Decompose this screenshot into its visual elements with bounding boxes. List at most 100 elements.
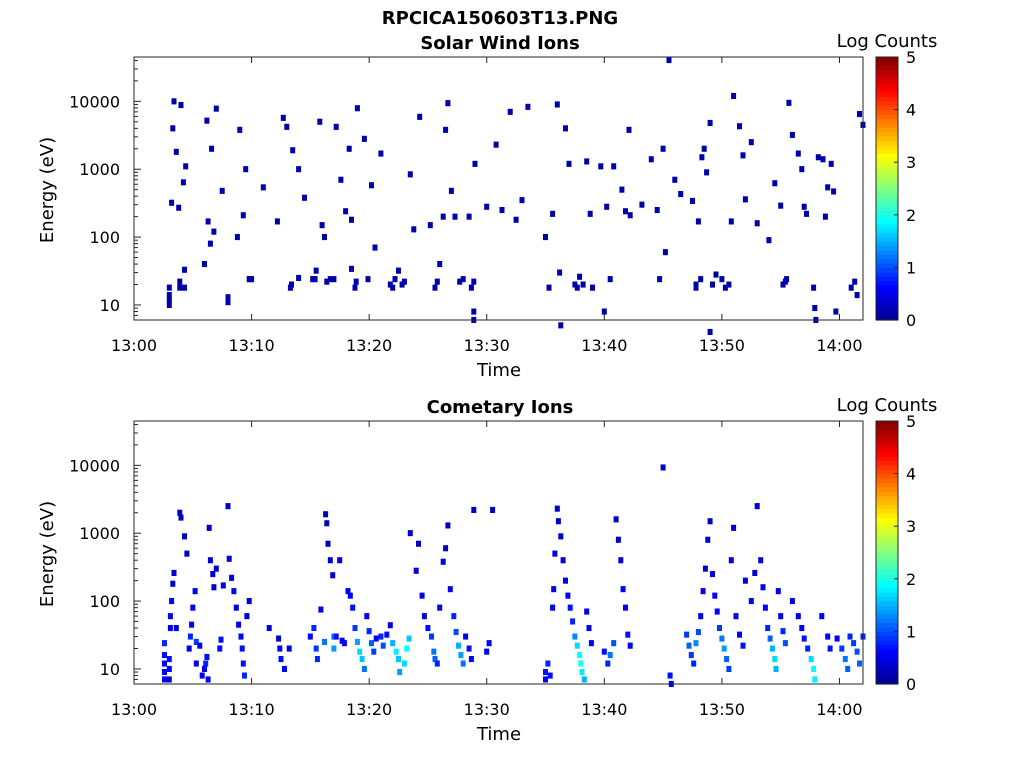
- heatmap-cell: [260, 184, 266, 191]
- heatmap-cell: [710, 571, 715, 578]
- heatmap-cell: [378, 633, 384, 640]
- heatmap-cell: [648, 156, 654, 163]
- colorbar-segment: [876, 473, 898, 479]
- colorbar-segment: [876, 135, 898, 141]
- heatmap-cell: [434, 278, 440, 285]
- x-tick-label: 13:20: [346, 336, 392, 355]
- colorbar-frame: [875, 56, 899, 321]
- heatmap-cell: [789, 598, 795, 605]
- heatmap-cell: [231, 588, 237, 595]
- heatmap-cell: [848, 284, 854, 291]
- heatmap-cell: [619, 186, 625, 193]
- heatmap-cell: [625, 631, 631, 638]
- heatmap-cell: [784, 276, 790, 283]
- heatmap-cell: [762, 604, 768, 611]
- panel-title-cometary: Cometary Ions: [427, 397, 574, 418]
- colorbar-segment: [876, 613, 898, 619]
- heatmap-cell: [563, 577, 568, 584]
- heatmap-cell: [693, 284, 699, 291]
- heatmap-cell: [705, 536, 711, 543]
- heatmap-cell: [567, 604, 573, 611]
- heatmap-cell: [425, 625, 431, 632]
- heatmap-cell: [274, 218, 280, 225]
- x-tick-label: 13:20: [346, 700, 392, 719]
- colorbar-segment: [876, 105, 898, 111]
- colorbar-segment: [876, 192, 898, 198]
- heatmap-cell: [452, 213, 458, 220]
- heatmap-cell: [187, 633, 193, 640]
- heatmap-cell: [486, 640, 492, 647]
- heatmap-cell: [825, 184, 831, 191]
- heatmap-cell: [581, 676, 587, 683]
- heatmap-cell: [333, 123, 339, 130]
- colorbar-segment: [876, 206, 898, 212]
- colorbar-segment: [876, 232, 898, 238]
- heatmap-cell: [387, 622, 393, 629]
- colorbar-segment: [876, 618, 898, 624]
- colorbar-segment: [876, 227, 898, 233]
- heatmap-cell: [432, 656, 438, 663]
- heatmap-cell: [406, 635, 412, 642]
- heatmap-cell: [443, 126, 449, 133]
- heatmap-cell: [468, 656, 474, 663]
- colorbar-segment: [876, 241, 898, 247]
- heatmap-cell: [404, 645, 410, 652]
- heatmap-cell: [431, 648, 437, 655]
- colorbar-segment: [876, 166, 898, 172]
- heatmap-cell: [421, 613, 427, 620]
- colorbar-tick-label: 0: [906, 675, 916, 694]
- colorbar-segment: [876, 627, 898, 632]
- heatmap-cell: [225, 294, 231, 301]
- heatmap-cell: [330, 572, 336, 579]
- colorbar-segment: [876, 210, 898, 216]
- heatmap-cell: [805, 645, 811, 652]
- colorbar-segment: [876, 574, 898, 580]
- heatmap-cell: [773, 665, 779, 672]
- heatmap-cell: [812, 305, 818, 312]
- colorbar-segment: [876, 486, 898, 492]
- heatmap-cell: [327, 276, 333, 283]
- solar-wind-ylabel: Energy (eV): [37, 137, 58, 243]
- heatmap-cell: [468, 284, 474, 291]
- colorbar-segment: [876, 504, 898, 510]
- colorbar-segment: [876, 534, 898, 540]
- heatmap-cell: [178, 102, 184, 109]
- heatmap-cell: [378, 150, 384, 157]
- heatmap-cell: [445, 100, 451, 107]
- heatmap-cell: [577, 652, 583, 659]
- heatmap-cell: [432, 284, 438, 291]
- heatmap-cell: [327, 557, 333, 564]
- colorbar-segment: [876, 271, 898, 277]
- heatmap-cell: [162, 640, 167, 647]
- colorbar-tick-label: 2: [906, 570, 916, 589]
- heatmap-cell: [678, 191, 684, 198]
- heatmap-cell: [552, 550, 558, 557]
- heatmap-cell: [354, 105, 360, 112]
- panel-solar-wind: Solar Wind Ions 13:00 13:10 13:20 13:30 13:4…: [37, 31, 937, 381]
- colorbar-segment: [876, 640, 898, 646]
- heatmap-cell: [695, 218, 701, 225]
- heatmap-cell: [417, 113, 423, 120]
- y-tick-label: 1000: [79, 524, 120, 543]
- heatmap-cell: [361, 665, 367, 672]
- heatmap-cell: [170, 125, 176, 132]
- heatmap-cell: [211, 584, 217, 591]
- heatmap-cell: [525, 103, 531, 110]
- heatmap-cell: [225, 503, 231, 510]
- colorbar-tick-label: 3: [906, 517, 916, 536]
- colorbar-tick-label: 4: [906, 101, 916, 120]
- heatmap-cell: [296, 274, 302, 281]
- heatmap-cell: [280, 114, 286, 121]
- solar-wind-cells: [166, 57, 866, 335]
- heatmap-cell: [586, 625, 592, 632]
- colorbar-segment: [876, 306, 898, 312]
- heatmap-cell: [193, 638, 199, 645]
- colorbar-segment: [876, 513, 898, 519]
- heatmap-cell: [443, 545, 449, 552]
- heatmap-cell: [760, 584, 766, 591]
- heatmap-cell: [182, 533, 187, 540]
- heatmap-cell: [854, 292, 860, 299]
- heatmap-cell: [233, 604, 239, 611]
- heatmap-cell: [782, 640, 788, 647]
